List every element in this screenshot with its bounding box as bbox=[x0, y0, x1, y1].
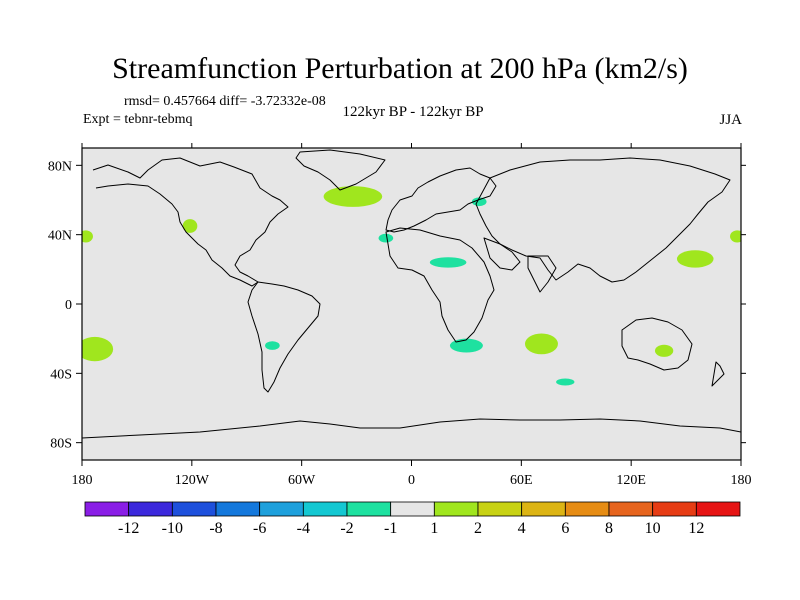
contour-sahara bbox=[429, 257, 467, 268]
x-tick-label: 0 bbox=[408, 473, 415, 488]
colorbar-swatch bbox=[608, 501, 654, 517]
colorbar-label: 12 bbox=[688, 520, 704, 537]
colorbar-swatch bbox=[433, 501, 479, 517]
colorbar-label: -8 bbox=[209, 520, 222, 537]
coast-antarctica bbox=[82, 418, 741, 439]
x-tick-label: 60W bbox=[288, 473, 316, 488]
colorbar-swatch bbox=[84, 501, 130, 517]
colorbar-label: 2 bbox=[474, 520, 482, 537]
coast-asia bbox=[475, 157, 731, 283]
colorbar-swatch bbox=[477, 501, 523, 517]
chart-title: Streamfunction Perturbation at 200 hPa (… bbox=[112, 52, 688, 85]
colorbar-swatch bbox=[390, 501, 435, 517]
x-tick-label: 120E bbox=[616, 473, 646, 488]
colorbar-label: 4 bbox=[518, 520, 526, 537]
colorbar-swatch bbox=[215, 501, 261, 517]
y-tick-label: 80N bbox=[48, 159, 72, 174]
colorbar-swatch bbox=[302, 501, 348, 517]
colorbar-swatch bbox=[346, 501, 392, 517]
y-tick-label: 40S bbox=[50, 367, 72, 382]
contour-north-pacific-west bbox=[82, 230, 93, 243]
colorbar-label: 6 bbox=[561, 520, 569, 537]
coast-india bbox=[527, 255, 557, 293]
axis-labels: 180 120W 60W 0 60E 120E 180 80N 40N 0 40S 80S bbox=[48, 159, 752, 488]
colorbar-label: -12 bbox=[118, 520, 139, 537]
contour-australia bbox=[654, 344, 674, 357]
x-tick-label: 120W bbox=[175, 473, 210, 488]
colorbar-swatch bbox=[652, 501, 697, 517]
comparison-label: 122kyr BP - 122kyr BP bbox=[342, 104, 484, 120]
colorbar bbox=[84, 501, 741, 517]
contour-fills bbox=[82, 186, 741, 386]
x-tick-label: 180 bbox=[72, 473, 93, 488]
colorbar-label: -2 bbox=[340, 520, 353, 537]
coast-north-america bbox=[92, 157, 289, 287]
coast-europe bbox=[385, 167, 497, 233]
y-tick-label: 0 bbox=[65, 298, 72, 313]
colorbar-label: -4 bbox=[297, 520, 310, 537]
colorbar-label: -6 bbox=[253, 520, 266, 537]
contour-north-atlantic-greenland bbox=[323, 186, 383, 207]
axis-ticks bbox=[76, 143, 746, 466]
contour-indian-ocean bbox=[524, 333, 558, 355]
coast-arabia bbox=[483, 237, 521, 271]
experiment-label: Expt = tebnr-tebmq bbox=[83, 112, 193, 127]
contour-north-pacific-east bbox=[730, 230, 741, 243]
contour-iberia bbox=[378, 233, 394, 243]
colorbar-label: -1 bbox=[384, 520, 397, 537]
y-tick-label: 80S bbox=[50, 437, 72, 452]
contour-southern-africa bbox=[449, 338, 483, 353]
contour-argentina bbox=[265, 341, 280, 350]
contour-south-pacific bbox=[82, 336, 114, 362]
x-tick-label: 180 bbox=[731, 473, 752, 488]
contour-northwest-pacific bbox=[676, 250, 714, 268]
coast-south-america bbox=[247, 281, 321, 393]
coastlines bbox=[82, 149, 741, 439]
season-label: JJA bbox=[719, 112, 742, 128]
x-tick-label: 60E bbox=[510, 473, 533, 488]
coast-africa bbox=[385, 227, 495, 343]
colorbar-swatch bbox=[128, 501, 173, 517]
map-background bbox=[82, 148, 741, 460]
contour-western-usa bbox=[182, 219, 198, 233]
stats-label: rmsd= 0.457664 diff= -3.72332e-08 bbox=[124, 94, 326, 109]
colorbar-label: 1 bbox=[430, 520, 438, 537]
coast-greenland bbox=[295, 149, 386, 191]
colorbar-swatch bbox=[521, 501, 566, 517]
y-tick-label: 40N bbox=[48, 229, 72, 244]
colorbar-swatch bbox=[171, 501, 217, 517]
colorbar-swatch bbox=[564, 501, 610, 517]
colorbar-swatch bbox=[695, 501, 741, 517]
coast-australia bbox=[621, 317, 693, 371]
colorbar-label: 8 bbox=[605, 520, 613, 537]
coast-new-zealand bbox=[711, 361, 725, 387]
colorbar-swatch bbox=[259, 501, 304, 517]
colorbar-labels: -12 -10 -8 -6 -4 -2 -1 1 2 4 6 8 10 12 bbox=[118, 520, 704, 537]
colorbar-label: -10 bbox=[162, 520, 183, 537]
contour-southern-ocean bbox=[556, 378, 575, 386]
colorbar-label: 10 bbox=[645, 520, 661, 537]
